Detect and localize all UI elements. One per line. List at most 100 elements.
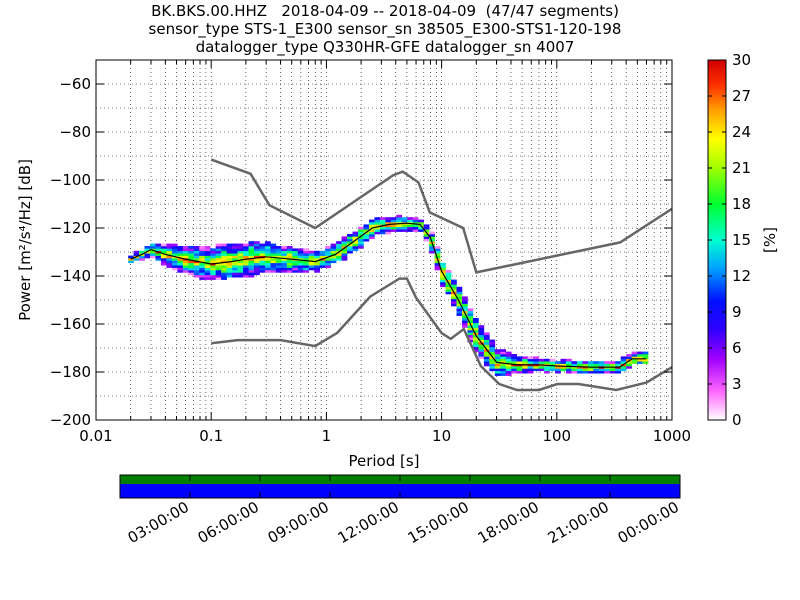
- density-cell: [494, 368, 501, 372]
- density-cell: [461, 303, 468, 307]
- density-cell: [620, 368, 627, 372]
- density-cell: [182, 255, 189, 259]
- density-cell: [330, 243, 337, 247]
- density-cell: [549, 366, 556, 369]
- density-cell: [177, 248, 184, 252]
- density-cell: [505, 354, 512, 357]
- density-cell: [555, 361, 561, 364]
- timeline-tick-label: 15:00:00: [405, 498, 472, 547]
- density-cell: [199, 274, 206, 278]
- density-cell: [128, 255, 134, 259]
- density-cell: [352, 231, 359, 235]
- density-cell: [631, 354, 638, 357]
- density-cell: [412, 229, 419, 232]
- density-cell: [538, 368, 545, 372]
- density-cell: [445, 274, 452, 278]
- density-cell: [150, 250, 156, 254]
- density-cell: [500, 349, 507, 352]
- density-cell: [500, 354, 507, 357]
- density-cell: [215, 274, 222, 278]
- density-cell: [533, 366, 539, 369]
- density-cell: [270, 262, 277, 266]
- density-cell: [166, 253, 173, 256]
- density-cell: [314, 253, 320, 256]
- density-cell: [199, 255, 206, 259]
- density-cell: [440, 270, 446, 273]
- density-cell: [440, 267, 446, 271]
- density-cell: [555, 366, 561, 369]
- density-cell: [483, 342, 490, 345]
- density-cell: [456, 289, 463, 292]
- density-cell: [193, 274, 200, 278]
- timeline-tick-label: 18:00:00: [475, 498, 542, 547]
- density-cell: [483, 337, 490, 340]
- density-cell: [215, 255, 222, 259]
- density-cell: [451, 303, 457, 307]
- density-cell: [500, 361, 507, 364]
- density-cell: [254, 258, 260, 261]
- density-cell: [390, 226, 397, 230]
- density-cell: [330, 248, 337, 252]
- density-cell: [560, 363, 567, 367]
- density-cell: [565, 363, 572, 367]
- density-cell: [626, 356, 632, 360]
- density-cell: [237, 262, 244, 266]
- density-cell: [182, 265, 189, 268]
- density-cell: [259, 265, 266, 268]
- density-cell: [297, 255, 304, 259]
- density-cell: [505, 366, 512, 369]
- density-cell: [445, 284, 452, 288]
- density-cell: [429, 234, 435, 237]
- density-cell: [576, 361, 583, 364]
- density-cell: [352, 236, 359, 240]
- density-cell: [451, 286, 457, 290]
- density-cell: [221, 272, 227, 276]
- density-cell: [166, 255, 173, 259]
- density-cell: [533, 356, 539, 360]
- x-tick-label: 100: [542, 427, 571, 445]
- y-tick-label: −120: [50, 219, 91, 237]
- density-cell: [160, 248, 167, 252]
- density-cell: [264, 248, 271, 252]
- density-cell: [336, 255, 342, 259]
- density-cell: [527, 366, 534, 369]
- density-cell: [516, 366, 523, 369]
- density-cell: [357, 234, 364, 237]
- density-cell: [347, 250, 353, 254]
- density-cell: [505, 351, 512, 355]
- density-cell: [226, 253, 233, 256]
- density-cell: [254, 253, 260, 256]
- density-cell: [368, 236, 375, 240]
- density-cell: [533, 368, 539, 372]
- density-cell: [451, 279, 457, 283]
- colorbar-tick-label: 12: [732, 267, 751, 285]
- density-cell: [237, 248, 244, 252]
- density-cell: [292, 260, 299, 264]
- density-cell: [587, 363, 594, 367]
- density-cell: [188, 253, 195, 256]
- density-cell: [407, 217, 414, 220]
- density-cell: [631, 356, 638, 360]
- density-cell: [210, 253, 216, 256]
- density-cell: [221, 260, 227, 264]
- density-cell: [160, 250, 167, 254]
- density-cell: [248, 260, 255, 264]
- density-cell: [336, 253, 342, 256]
- density-cell: [527, 358, 534, 362]
- density-cell: [544, 366, 550, 369]
- density-cell: [467, 318, 474, 321]
- density-cell: [467, 310, 474, 314]
- density-cell: [177, 253, 184, 256]
- density-cell: [259, 250, 266, 254]
- density-cell: [472, 322, 479, 326]
- density-cell: [489, 351, 496, 355]
- density-cell: [626, 354, 632, 357]
- density-cell: [264, 241, 271, 244]
- density-cell: [243, 253, 249, 256]
- density-cell: [478, 356, 485, 360]
- density-cell: [440, 265, 446, 268]
- density-cell: [472, 346, 479, 350]
- density-cell: [631, 351, 638, 355]
- density-cell: [215, 272, 222, 276]
- chart-title-line1: BK.BKS.00.HHZ 2018-04-09 -- 2018-04-09 (…: [151, 2, 619, 20]
